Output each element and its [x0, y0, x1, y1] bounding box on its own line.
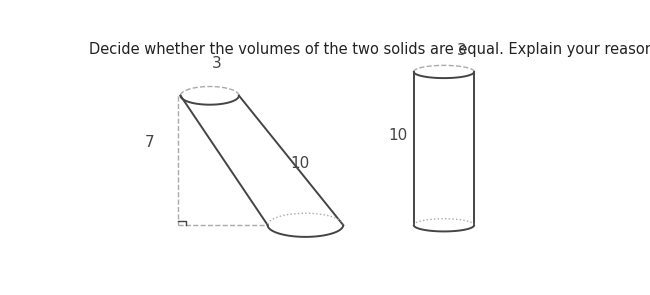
Text: 3: 3: [457, 43, 467, 58]
Text: 10: 10: [291, 156, 309, 171]
Text: 7: 7: [145, 135, 154, 150]
Text: Decide whether the volumes of the two solids are equal. Explain your reasoning: Decide whether the volumes of the two so…: [89, 42, 650, 57]
Text: 3: 3: [211, 56, 221, 71]
Text: 10: 10: [389, 128, 408, 143]
